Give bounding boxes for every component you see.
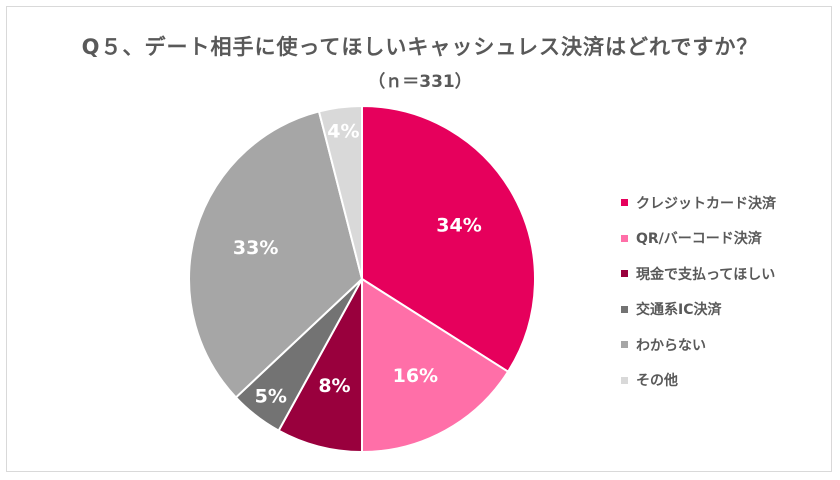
pie-slice-5 xyxy=(317,104,363,280)
legend-swatch-5 xyxy=(621,376,628,384)
legend-item-0: クレジットカード決済 xyxy=(621,185,776,221)
legend-item-4: わからない xyxy=(621,327,776,363)
data-label-2: 8% xyxy=(318,375,350,397)
legend-swatch-0 xyxy=(621,199,628,207)
data-label-5: 4% xyxy=(327,120,359,142)
legend-label-4: わからない xyxy=(636,337,706,354)
data-label-3: 5% xyxy=(255,386,287,408)
legend-swatch-3 xyxy=(621,305,628,313)
legend-label-3: 交通系IC決済 xyxy=(636,302,722,319)
legend-label-1: QR/バーコード決済 xyxy=(636,231,762,248)
data-label-4: 33% xyxy=(233,237,278,259)
data-label-0: 34% xyxy=(436,215,481,237)
chart-title: Q５、デート相手に使ってほしいキャッシュレス決済はどれですか？ xyxy=(81,35,759,59)
pie-slice-1 xyxy=(361,277,510,454)
legend: クレジットカード決済 QR/バーコード決済 現金で支払ってほしい 交通系IC決済 わから… xyxy=(621,185,776,398)
legend-label-0: クレジットカード決済 xyxy=(636,195,776,212)
legend-item-5: その他 xyxy=(621,363,776,399)
legend-swatch-2 xyxy=(621,270,628,278)
legend-item-2: 現金で支払ってほしい xyxy=(621,256,776,292)
legend-item-1: QR/バーコード決済 xyxy=(621,221,776,257)
data-label-1: 16% xyxy=(393,365,438,387)
chart-subtitle: （ｎ＝331） xyxy=(368,72,472,92)
legend-swatch-1 xyxy=(621,234,628,242)
legend-label-5: その他 xyxy=(636,373,678,390)
pie-slice-4 xyxy=(187,110,364,399)
legend-label-2: 現金で支払ってほしい xyxy=(636,266,776,283)
legend-item-3: 交通系IC決済 xyxy=(621,292,776,328)
pie-chart: 34% 16% 8% 5% 33% 4% xyxy=(187,104,536,454)
legend-swatch-4 xyxy=(621,341,628,349)
chart-area: Q５、デート相手に使ってほしいキャッシュレス決済はどれですか？ （ｎ＝331） … xyxy=(6,6,832,472)
